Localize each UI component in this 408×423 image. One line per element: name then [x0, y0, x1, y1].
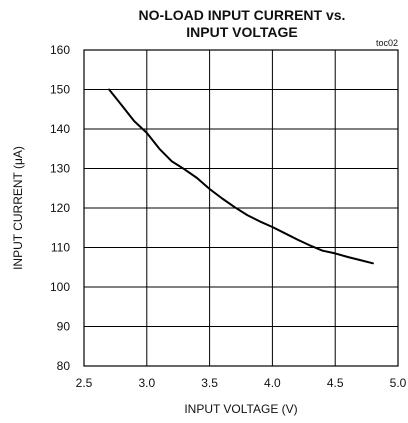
- x-tick-label: 4.0: [264, 376, 281, 390]
- y-axis-label: INPUT CURRENT (μA): [11, 146, 25, 270]
- y-tick-label: 160: [50, 43, 70, 57]
- x-tick-label: 3.5: [201, 376, 218, 390]
- y-tick-label: 100: [50, 280, 70, 294]
- y-tick-label: 120: [50, 201, 70, 215]
- x-tick-label: 2.5: [76, 376, 93, 390]
- x-tick-label: 3.0: [138, 376, 155, 390]
- y-tick-labels: 80 90 100 110 120 130 140 150 160: [50, 43, 70, 373]
- series-line: [108, 88, 374, 265]
- y-tick-label: 110: [51, 241, 70, 255]
- y-tick-label: 140: [50, 122, 70, 136]
- x-tick-label: 4.5: [327, 376, 344, 390]
- x-tick-labels: 2.5 3.0 3.5 4.0 4.5 5.0: [76, 376, 407, 390]
- y-tick-label: 130: [50, 162, 70, 176]
- y-tick-label: 150: [50, 83, 70, 97]
- plot-frame: [83, 49, 399, 367]
- y-tick-label: 90: [57, 320, 71, 334]
- chart-title-line-1: NO-LOAD INPUT CURRENT vs.: [139, 7, 346, 23]
- figure-tag: toc02: [376, 38, 398, 48]
- chart-title-line-2: INPUT VOLTAGE: [186, 24, 297, 40]
- x-tick-label: 5.0: [390, 376, 407, 390]
- grid: [83, 49, 399, 367]
- y-tick-label: 80: [57, 359, 71, 373]
- x-axis-label: INPUT VOLTAGE (V): [184, 402, 297, 416]
